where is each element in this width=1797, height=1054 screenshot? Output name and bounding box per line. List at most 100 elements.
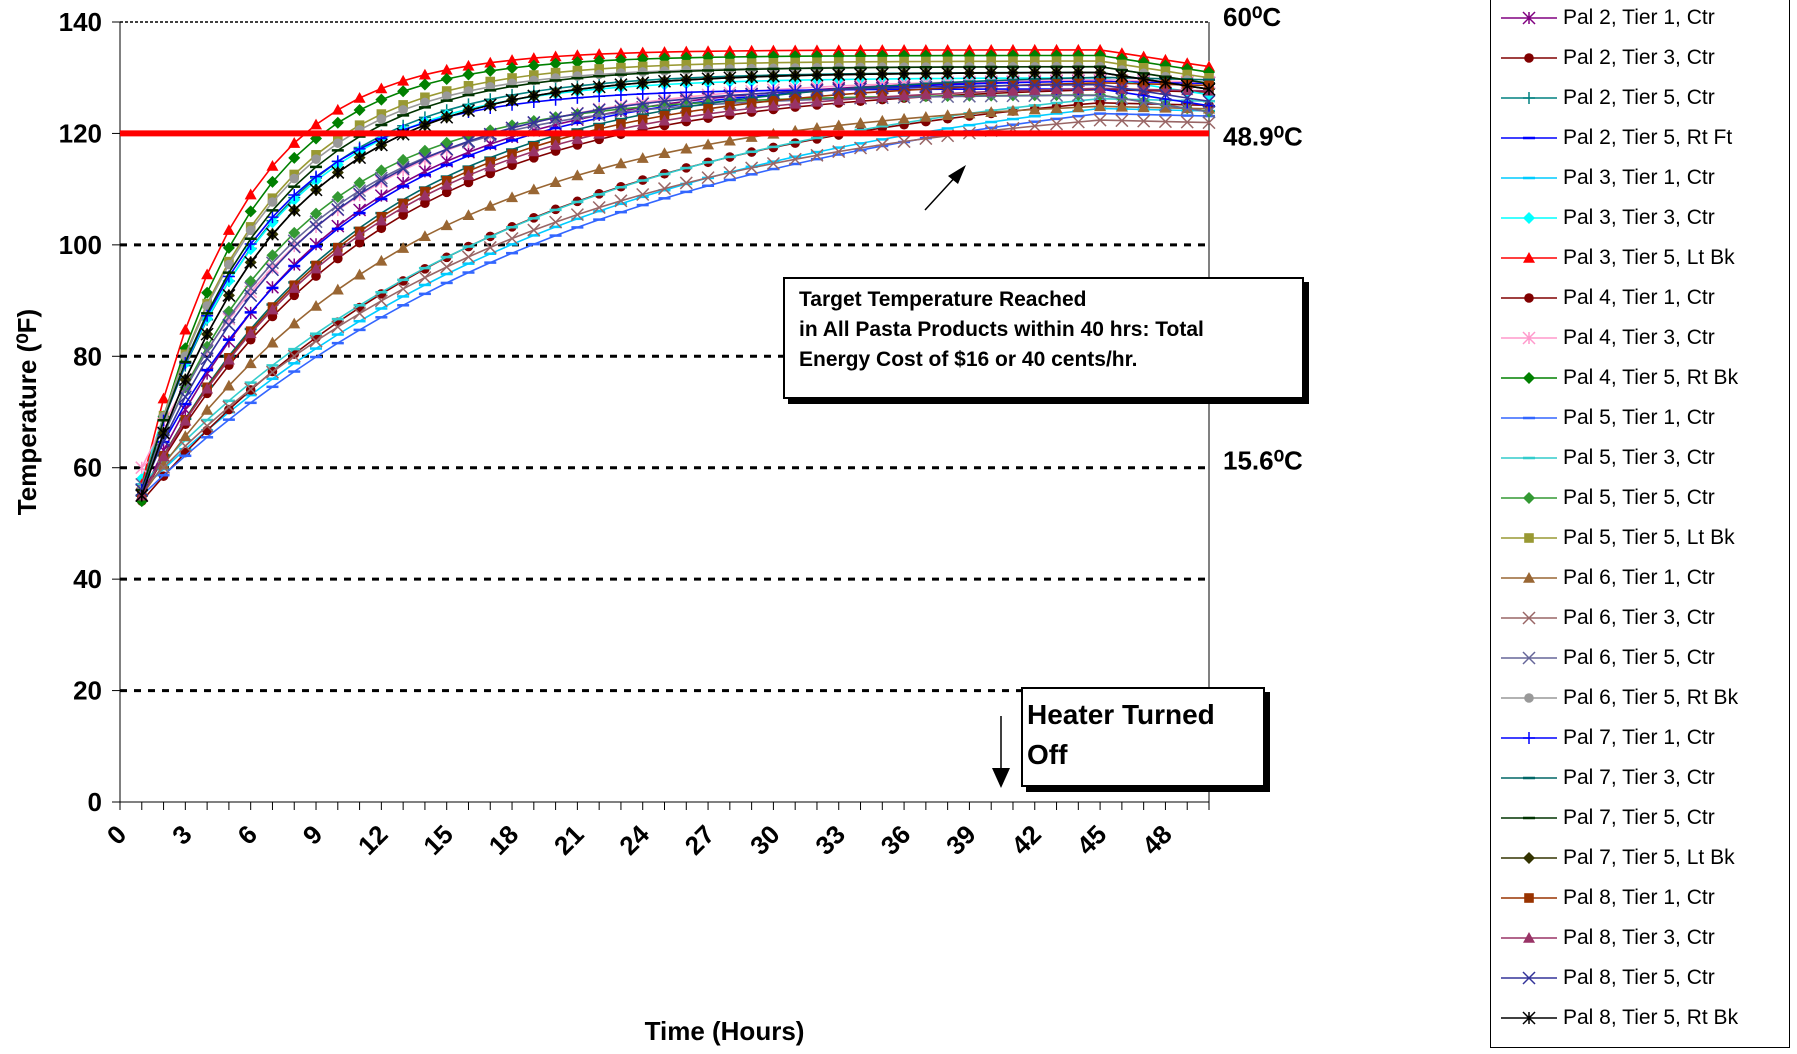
- data-point: [594, 64, 604, 74]
- data-point: [919, 88, 932, 100]
- legend-label: Pal 2, Tier 5, Rt Ft: [1563, 126, 1733, 149]
- data-point: [157, 450, 170, 462]
- target-arrow-line: [924, 173, 959, 211]
- data-point: [287, 349, 301, 363]
- data-point: [963, 86, 976, 98]
- data-point: [266, 336, 279, 348]
- data-point: [244, 357, 257, 369]
- data-point: [853, 67, 868, 81]
- data-point: [658, 87, 671, 100]
- data-point: [614, 53, 627, 66]
- data-point: [440, 63, 453, 75]
- data-point: [571, 49, 584, 60]
- data-point: [1137, 95, 1151, 109]
- data-point: [311, 271, 321, 281]
- data-point: [179, 430, 192, 442]
- data-point: [1137, 101, 1150, 113]
- data-point: [745, 70, 759, 84]
- data-point: [484, 56, 497, 68]
- data-point: [1072, 43, 1085, 55]
- data-point: [1006, 104, 1019, 116]
- x-tick-label: 9: [297, 819, 328, 850]
- data-point: [331, 320, 345, 334]
- data-point: [505, 231, 519, 246]
- data-point: [266, 249, 279, 262]
- data-point: [398, 100, 408, 110]
- data-point: [810, 83, 824, 98]
- data-point: [592, 80, 606, 94]
- data-point: [745, 131, 758, 142]
- data-point: [462, 209, 475, 221]
- legend-swatch: [1501, 212, 1557, 224]
- data-point: [418, 151, 432, 165]
- target-temperature-annotation: Target Temperature Reached in All Pasta …: [783, 277, 1304, 399]
- data-point: [375, 214, 388, 226]
- series-path: [141, 49, 1210, 485]
- data-point: [288, 188, 301, 201]
- heater-off-annotation: Heater Turned Off: [1021, 687, 1265, 787]
- legend-label: Pal 4, Tier 1, Ctr: [1563, 286, 1715, 309]
- data-point: [1008, 56, 1018, 67]
- legend-item: Pal 4, Tier 1, Ctr: [1491, 278, 1791, 318]
- data-point: [1115, 100, 1128, 112]
- data-point: [616, 62, 626, 73]
- celsius-label: 60⁰C: [1223, 2, 1281, 32]
- data-point: [418, 68, 431, 80]
- data-point: [898, 44, 911, 55]
- data-point: [245, 225, 256, 236]
- data-point: [309, 215, 323, 229]
- data-point: [1522, 11, 1536, 25]
- data-point: [310, 170, 323, 183]
- data-point: [702, 45, 715, 57]
- legend-item: Pal 7, Tier 1, Ctr: [1491, 718, 1791, 758]
- legend-label: Pal 5, Tier 1, Ctr: [1563, 406, 1715, 429]
- data-point: [985, 106, 998, 117]
- target-arrow-head: [948, 165, 966, 184]
- data-point: [789, 97, 802, 109]
- data-point: [701, 171, 715, 185]
- data-point: [506, 54, 519, 65]
- data-point: [853, 141, 868, 155]
- data-point: [397, 74, 410, 86]
- data-point: [441, 86, 452, 96]
- data-point: [1203, 60, 1215, 72]
- data-point: [353, 268, 366, 280]
- data-point: [702, 85, 715, 98]
- data-point: [266, 211, 279, 224]
- data-point: [658, 46, 671, 57]
- data-point: [1524, 293, 1534, 303]
- legend-swatch: [1501, 53, 1557, 63]
- data-point: [135, 461, 149, 475]
- data-point: [1158, 88, 1172, 102]
- x-tick-label: 12: [352, 819, 394, 861]
- data-point: [418, 271, 432, 285]
- data-point: [636, 87, 649, 100]
- data-point: [462, 68, 475, 81]
- data-point: [288, 226, 301, 239]
- data-point: [418, 78, 431, 91]
- data-point: [572, 71, 583, 81]
- data-point: [1202, 82, 1216, 96]
- data-point: [853, 82, 868, 96]
- data-point: [1523, 212, 1535, 224]
- data-point: [331, 103, 344, 115]
- data-point: [549, 215, 563, 229]
- data-point: [287, 258, 301, 272]
- series-line: [136, 56, 1214, 495]
- legend-item: Pal 3, Tier 5, Lt Bk: [1491, 238, 1791, 278]
- data-point: [1028, 103, 1041, 115]
- annotation-line: Heater Turned: [1027, 699, 1215, 730]
- data-point: [1522, 1011, 1536, 1025]
- data-point: [962, 66, 976, 80]
- data-point: [287, 234, 301, 248]
- data-point: [353, 176, 366, 189]
- data-point: [375, 93, 388, 106]
- data-point: [1006, 84, 1019, 96]
- data-point: [288, 151, 301, 164]
- data-point: [418, 118, 432, 132]
- data-point: [723, 88, 737, 102]
- data-point: [899, 56, 909, 67]
- legend-item: Pal 8, Tier 5, Rt Bk: [1491, 998, 1791, 1038]
- data-point: [265, 263, 279, 277]
- legend-item: Pal 8, Tier 3, Ctr: [1491, 918, 1791, 958]
